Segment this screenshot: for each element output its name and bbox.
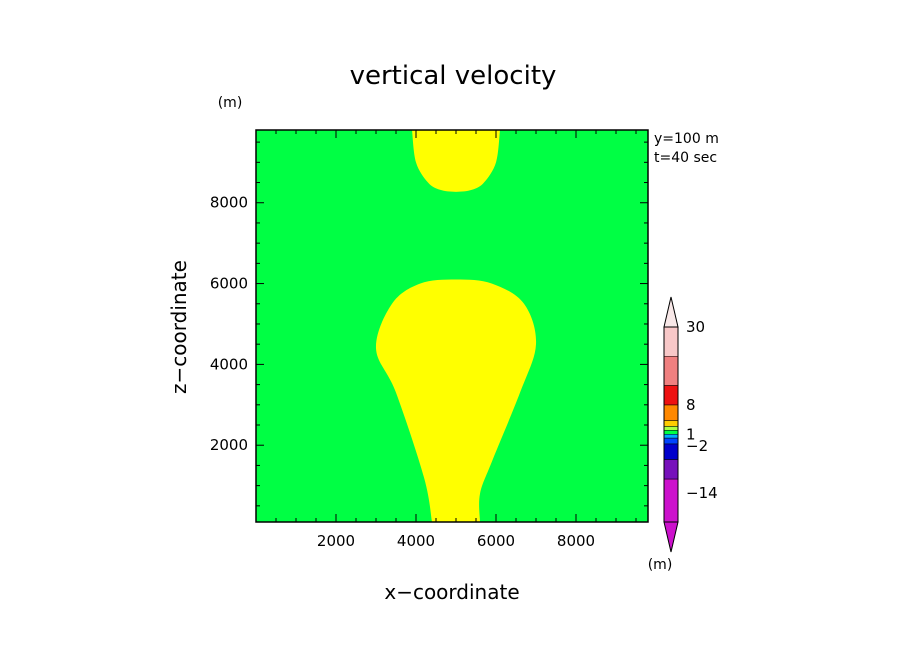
colorbar-band: [663, 426, 679, 431]
y-unit-label: (m): [218, 95, 243, 111]
colorbar-band: [663, 385, 679, 406]
y-tick-label: 4000: [210, 355, 248, 373]
x-axis-ticks: 2000 4000 6000 8000: [317, 532, 595, 550]
contour-region-1: [412, 130, 500, 192]
colorbar-band: [663, 434, 679, 439]
colorbar-band: [663, 443, 679, 460]
annotation-y: y=100 m: [654, 131, 719, 147]
colorbar-band: [663, 478, 679, 523]
y-tick-label: 2000: [210, 436, 248, 454]
colorbar-tick-label: 30: [686, 318, 705, 336]
x-axis-label: x−coordinate: [384, 580, 519, 604]
colorbar-band: [663, 356, 679, 386]
y-axis-label: z−coordinate: [167, 260, 191, 394]
y-tick-label: 8000: [210, 194, 248, 212]
colorbar-tick-label: −14: [686, 484, 718, 502]
colorbar-band: [663, 459, 679, 480]
chart-title: vertical velocity: [350, 61, 557, 91]
x-tick-label: 4000: [397, 532, 435, 550]
x-tick-label: 2000: [317, 532, 355, 550]
colorbar-band: [663, 420, 679, 427]
colorbar-tick-label: −2: [686, 437, 708, 455]
colorbar-top-arrow: [663, 296, 679, 328]
y-axis-ticks: 2000 4000 6000 8000: [210, 194, 248, 454]
x-tick-label: 6000: [477, 532, 515, 550]
colorbar-band: [663, 430, 679, 435]
colorbar-bottom-arrow: [663, 521, 679, 553]
plot-frame: [255, 129, 649, 523]
colorbar-tick-label: 1: [686, 425, 696, 443]
plot-area: [255, 129, 649, 523]
colorbar-band: [663, 326, 679, 357]
colorbar-tick-label: 8: [686, 396, 696, 414]
annotation-t: t=40 sec: [654, 150, 717, 166]
colorbar-band: [663, 437, 679, 445]
y-tick-label: 6000: [210, 275, 248, 293]
colorbar: 30 8 1−2 −14: [663, 296, 718, 553]
colorbar-unit: (m): [648, 557, 673, 573]
colorbar-band: [663, 404, 679, 421]
colorbar-frame: [663, 326, 679, 523]
x-tick-label: 8000: [557, 532, 595, 550]
contour-region-2: [375, 279, 537, 522]
